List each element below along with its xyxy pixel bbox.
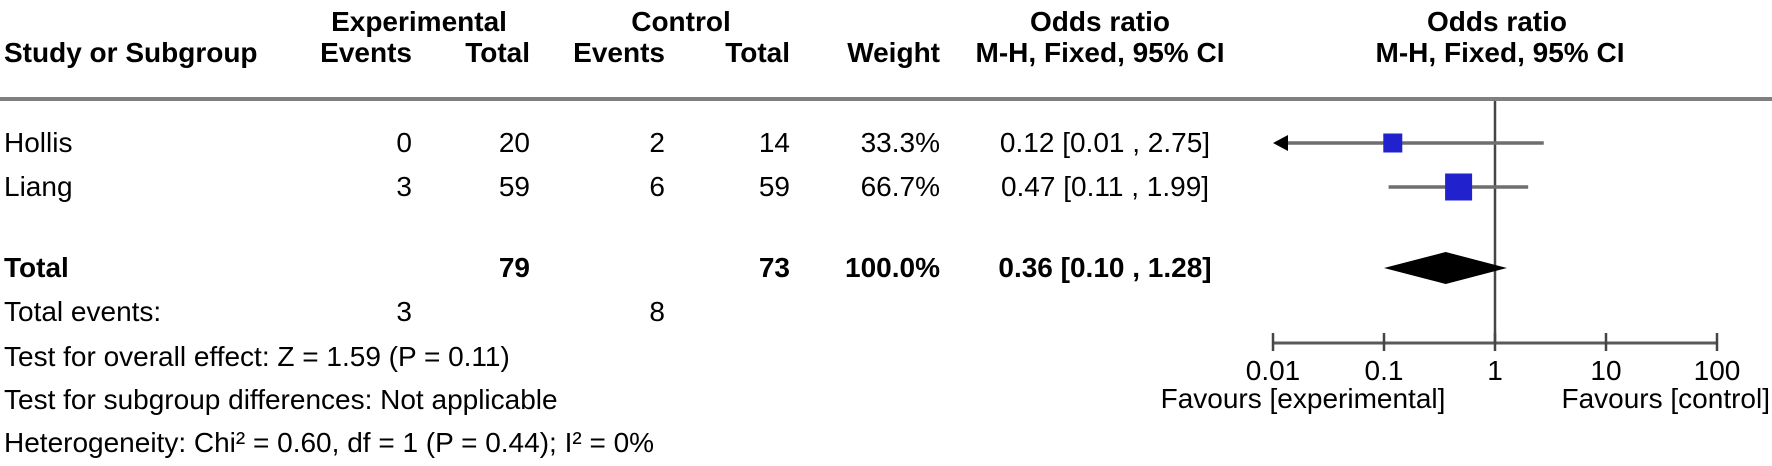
study-label: Liang [4,171,73,202]
header-separator-line [0,97,1772,101]
total-events-exp: 3 [396,296,412,327]
column-header-ci-plot: M-H, Fixed, 95% CI [1375,37,1625,68]
total-ci-text: 0.36 [0.10 , 1.28] [998,252,1212,283]
axis-tick-label: 0.01 [1245,355,1301,386]
column-header-study: Study or Subgroup [4,37,258,68]
total-diamond [1384,252,1507,284]
column-header-odds-ratio-plot: Odds ratio [1426,6,1568,37]
effect-square [1383,133,1403,153]
exp-events-value: 0 [396,127,412,158]
column-header-odds-ratio-text: Odds ratio [1029,6,1171,37]
column-header-ctl-events: Events [573,37,665,68]
ctl-total-value: 59 [758,171,790,202]
total-exp-total: 79 [498,252,530,283]
column-header-exp-total: Total [465,37,530,68]
total-events-ctl: 8 [649,296,665,327]
axis-tick-label: 100 [1693,355,1741,386]
column-header-ci-text: M-H, Fixed, 95% CI [975,37,1225,68]
axis-tick-label: 1 [1487,355,1503,386]
total-ctl-total: 73 [758,252,790,283]
ci-left-arrow [1273,135,1288,151]
ctl-events-value: 2 [649,127,665,158]
overall-effect-test: Test for overall effect: Z = 1.59 (P = 0… [4,341,510,372]
favours-control-label: Favours [control] [1561,383,1770,414]
column-header-exp-events: Events [320,37,412,68]
exp-total-value: 59 [498,171,530,202]
ci-text-value: 0.47 [0.11 , 1.99] [1000,171,1210,202]
ctl-total-value: 14 [758,127,790,158]
ctl-events-value: 6 [649,171,665,202]
axis-tick-label: 10 [1590,355,1622,386]
column-header-weight: Weight [847,37,940,68]
column-header-ctl-total: Total [725,37,790,68]
favours-experimental-label: Favours [experimental] [1160,383,1446,414]
total-events-label: Total events: [4,296,162,327]
study-label: Hollis [4,127,73,158]
total-label: Total [4,252,69,283]
axis-tick-label: 0.1 [1364,355,1404,386]
total-weight: 100.0% [845,252,940,283]
weight-value: 66.7% [860,171,940,202]
ci-text-value: 0.12 [0.01 , 2.75] [999,127,1211,158]
exp-total-value: 20 [498,127,530,158]
group-header-experimental: Experimental [331,6,507,37]
weight-value: 33.3% [860,127,940,158]
effect-square [1445,173,1473,201]
subgroup-differences-test: Test for subgroup differences: Not appli… [4,384,558,415]
exp-events-value: 3 [396,171,412,202]
group-header-control: Control [631,6,731,37]
heterogeneity-test: Heterogeneity: Chi² = 0.60, df = 1 (P = … [4,427,655,458]
